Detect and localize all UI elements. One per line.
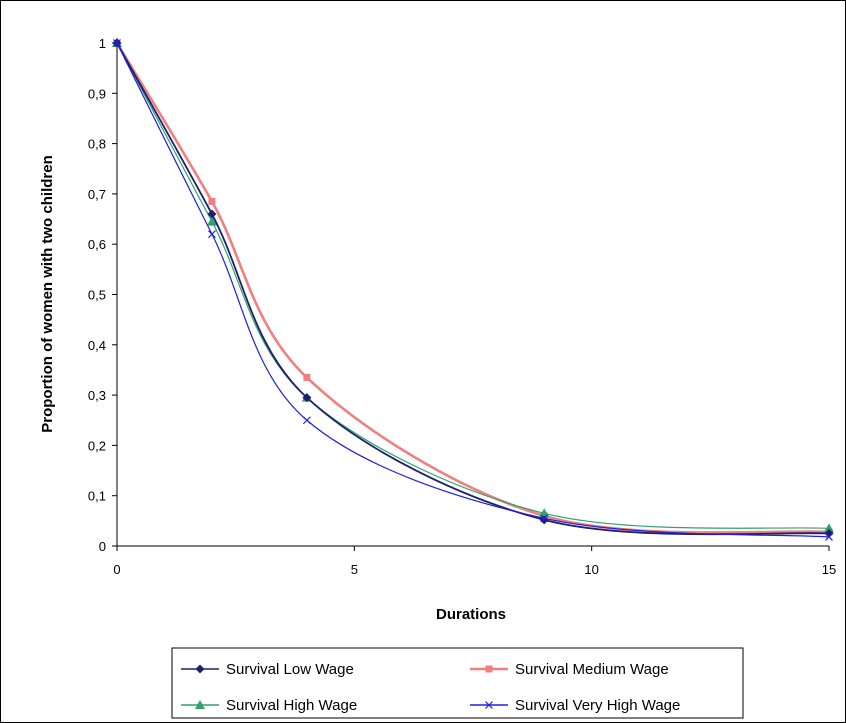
x-tick-label: 0 [113,562,120,577]
series-line-survival-high-wage [116,42,830,529]
y-tick-label: 0,5 [88,288,106,303]
legend-entry-survival-very-high-wage: Survival Very High Wage [470,697,680,714]
point-survival-very-high-wage-0 [113,39,121,47]
point-survival-medium-wage-1 [208,197,216,205]
legend-marker [195,664,205,674]
series-line-survival-very-high-wage [116,42,830,538]
y-tick-label: 1 [99,36,106,51]
point-survival-high-wage-4 [824,523,834,533]
y-axis-title: Proportion of women with two children [39,155,56,433]
legend: Survival Low Wage Survival Medium Wage Sur… [171,647,744,719]
legend-entry-survival-high-wage: Survival High Wage [181,697,357,714]
legend-marker [485,665,493,673]
series-line-survival-medium-wage [115,42,830,534]
point-survival-high-wage-1 [206,216,217,226]
y-tick-label: 0 [99,539,106,554]
y-tick-label: 0,2 [88,438,106,453]
axes: 00,10,20,30,40,50,60,70,80,910 5 10 15 [88,36,836,577]
x-tick-label: 15 [822,562,836,577]
y-tick-label: 0,3 [88,388,106,403]
legend-label: Survival High Wage [226,697,357,714]
x-axis-title: Durations [436,606,506,623]
legend-label: Survival Low Wage [226,661,354,678]
legend-label: Survival Very High Wage [515,697,680,714]
y-tick-label: 0,4 [88,338,106,353]
point-survival-very-high-wage-4 [825,533,833,541]
point-survival-very-high-wage-1 [208,230,216,239]
y-tick-label: 0,7 [88,187,106,202]
point-survival-very-high-wage-2 [302,416,311,425]
point-survival-low-wage-2 [302,393,312,403]
point-survival-low-wage-1 [207,209,217,219]
legend-marker [195,700,205,709]
x-tick-label: 5 [351,562,358,577]
series-line-survival-low-wage [116,42,830,536]
point-survival-medium-wage-2 [303,373,311,381]
legend-entry-survival-medium-wage: Survival Medium Wage [470,661,669,678]
y-tick-label: 0,6 [88,237,106,252]
point-survival-low-wage-4 [824,528,834,538]
series-layer [112,38,834,541]
legend-marker [485,701,493,709]
point-survival-very-high-wage-3 [540,514,549,523]
y-tick-label: 0,9 [88,86,106,101]
legend-entry-survival-low-wage: Survival Low Wage [181,661,354,678]
legend-label: Survival Medium Wage [515,661,669,678]
legend-box [171,647,744,719]
x-tick-label: 10 [584,562,598,577]
y-tick-label: 0,8 [88,137,106,152]
y-tick-label: 0,1 [88,489,106,504]
